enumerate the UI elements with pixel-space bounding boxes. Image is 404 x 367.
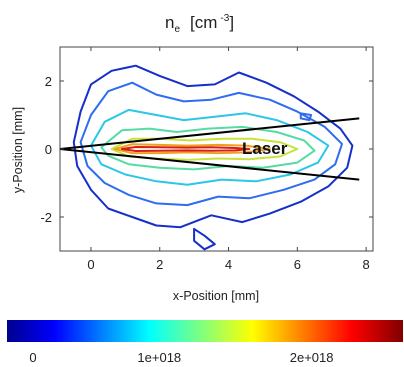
- colorbar-ticks: 0 1e+018 2e+018: [29, 350, 333, 365]
- laser-upper-edge: [60, 117, 360, 150]
- y-tick-label: -2: [40, 210, 52, 225]
- contour-outer: [72, 64, 354, 229]
- y-axis-ticks: 2 0 -2: [40, 74, 373, 225]
- title-subscript: e: [174, 24, 180, 35]
- y-tick-label: 2: [45, 74, 52, 89]
- contour-core: [120, 146, 251, 152]
- contour-3: [90, 108, 330, 186]
- x-tick-label: 4: [225, 257, 232, 272]
- contour-blob-a: [193, 227, 216, 251]
- x-tick-label: 8: [363, 257, 370, 272]
- title-exponent: -3: [220, 13, 229, 24]
- laser-annotation: Laser: [242, 139, 288, 158]
- title-close: ]: [229, 13, 234, 32]
- y-tick-label: 0: [45, 142, 52, 157]
- colorbar-tick-label: 2e+018: [290, 350, 334, 365]
- contour-6: [114, 143, 271, 155]
- contour-blob-b: [299, 112, 313, 122]
- title-unit: [cm: [190, 13, 217, 32]
- contour-2: [79, 81, 343, 207]
- colorbar: [7, 320, 403, 342]
- contour-lines: [72, 64, 354, 251]
- laser-lower-edge: [60, 148, 360, 181]
- x-tick-label: 6: [294, 257, 301, 272]
- x-axis-ticks: 0 2 4 6 8: [87, 47, 370, 272]
- x-axis-label: x-Position [mm]: [173, 289, 259, 303]
- colorbar-tick-label: 0: [29, 350, 36, 365]
- colorbar-tick-label: 1e+018: [137, 350, 181, 365]
- x-tick-label: 0: [87, 257, 94, 272]
- laser-cone: [60, 117, 360, 181]
- title-symbol: n: [165, 13, 174, 32]
- y-axis-label: y-Position [mm]: [11, 107, 25, 193]
- x-tick-label: 2: [156, 257, 163, 272]
- chart-title: ne [cm -3]: [165, 13, 234, 35]
- contour-4: [100, 125, 316, 171]
